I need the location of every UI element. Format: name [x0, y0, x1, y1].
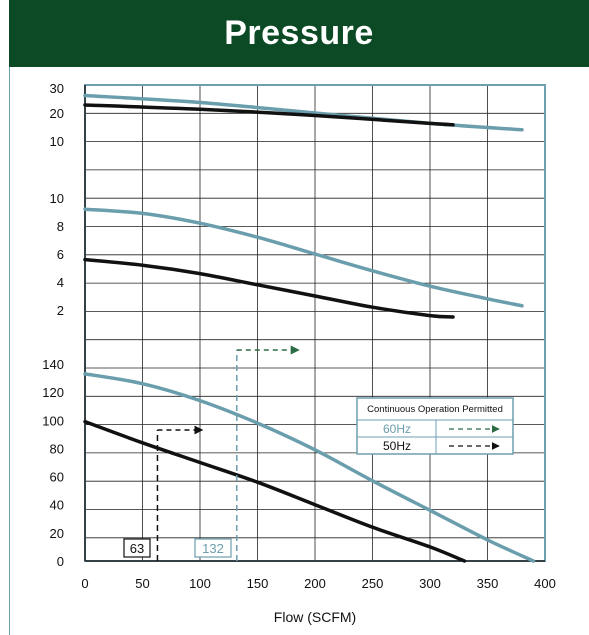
y-tick-label: 20 [50, 106, 64, 121]
threshold-label-63: 63 [130, 541, 144, 556]
x-tick-label: 400 [534, 576, 556, 591]
threshold-label-box-63 [123, 538, 151, 558]
y-tick-label: 4 [57, 275, 64, 290]
annotations: 63 132 [123, 345, 300, 561]
header-bar: Pressure [9, 0, 589, 67]
x-tick-label: 350 [477, 576, 499, 591]
x-tick-label: 0 [81, 576, 88, 591]
y-tick-label: 8 [57, 219, 64, 234]
y-tick-label: 100 [42, 413, 64, 428]
legend-box [356, 397, 514, 455]
page-title: Pressure [224, 14, 374, 52]
plot-frame [84, 84, 546, 562]
y-tick-label: 140 [42, 357, 64, 372]
y-tick-label: 6 [57, 247, 64, 262]
series-line-50hz-panel-3 [83, 419, 467, 563]
y-tick-label: 20 [50, 526, 64, 541]
y-tick-label: 2 [57, 303, 64, 318]
y-tick-label: 30 [50, 81, 64, 96]
series-line-60hz-panel-3 [83, 372, 536, 563]
chart-panel [9, 67, 589, 635]
x-tick-labels: 0 50 100 150 200 250 300 350 400 [81, 576, 555, 591]
series-line-50hz-panel-2 [83, 257, 455, 319]
y-tick-label: 10 [50, 134, 64, 149]
x-tick-label: 250 [362, 576, 384, 591]
y-tick-label: 80 [50, 441, 64, 456]
legend-entry-50hz: 50Hz [383, 439, 411, 453]
y-tick-label: 60 [50, 470, 64, 485]
legend: Continuous Operation Permitted 60Hz 50Hz [356, 397, 514, 455]
x-tick-label: 150 [247, 576, 269, 591]
x-tick-label: 300 [419, 576, 441, 591]
x-axis-label: Flow (SCFM) [274, 609, 356, 625]
x-tick-label: 200 [304, 576, 326, 591]
legend-title: Continuous Operation Permitted [367, 404, 503, 415]
x-tick-label: 100 [189, 576, 211, 591]
threshold-label-box-132 [194, 538, 232, 558]
y-tick-label: 10 [50, 191, 64, 206]
series-line-50hz-panel-1 [83, 103, 455, 127]
legend-entry-60hz: 60Hz [383, 422, 411, 436]
y-tick-label: 120 [42, 385, 64, 400]
y-tick-label: 0 [57, 554, 64, 569]
threshold-label-132: 132 [202, 541, 224, 556]
series-line-60hz-panel-1 [83, 93, 524, 132]
series-line-60hz-panel-2 [83, 207, 524, 308]
grid [84, 84, 546, 561]
x-tick-label: 50 [135, 576, 149, 591]
y-tick-label: 40 [50, 498, 64, 513]
series-lines [83, 93, 536, 563]
